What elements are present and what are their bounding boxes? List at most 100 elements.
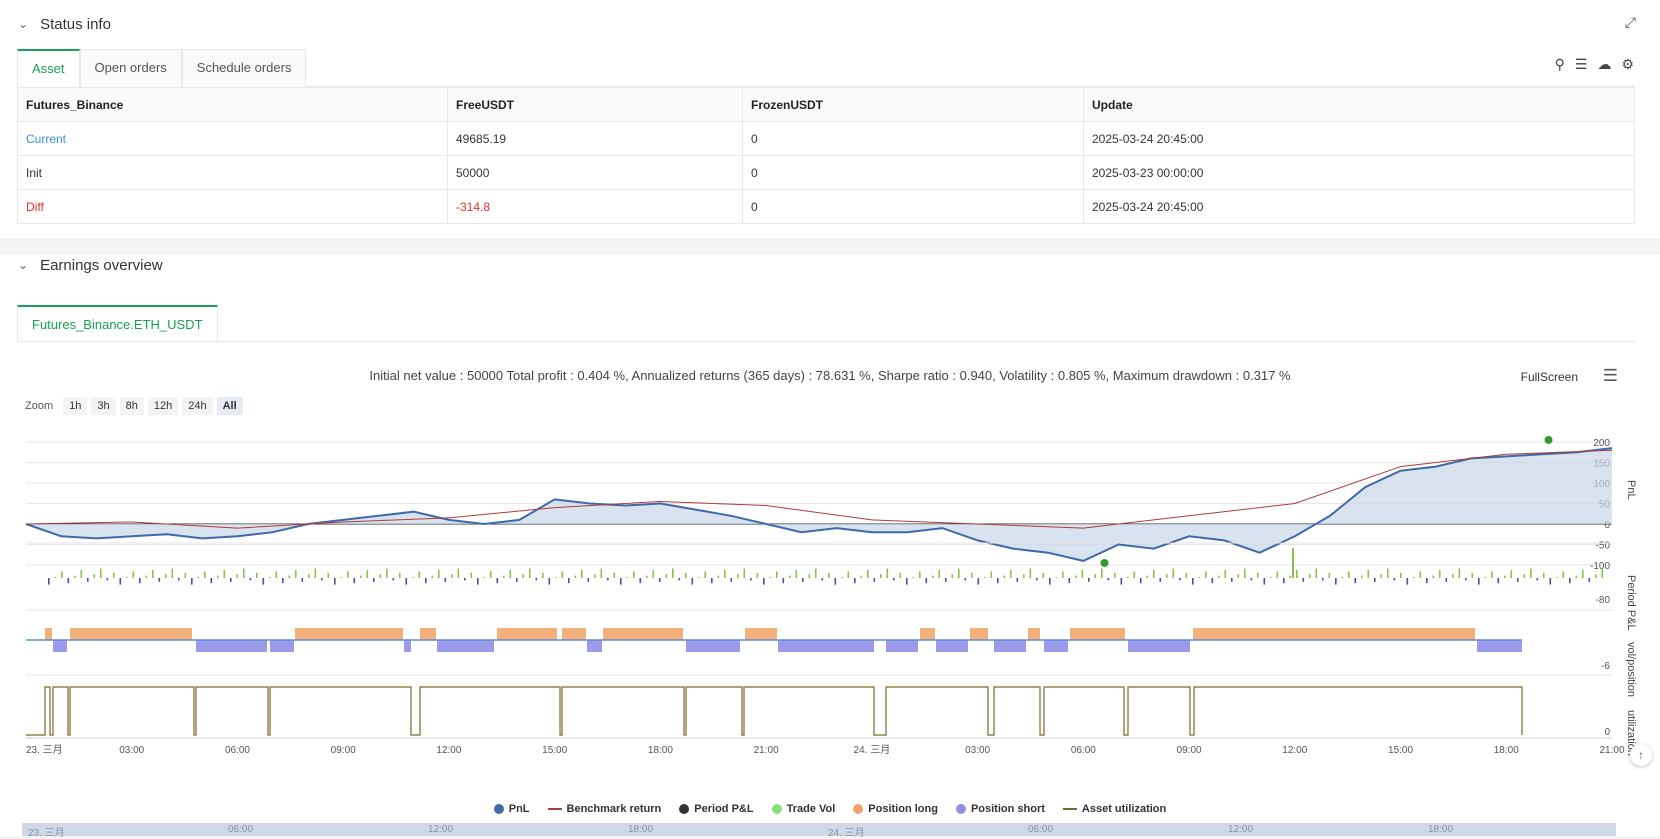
expand-icon[interactable]: ⤢ [1624,14,1636,30]
zoom-1h[interactable]: 1h [63,397,88,415]
period-bar [568,578,570,584]
period-bar [360,575,362,578]
period-bar [230,578,232,582]
period-bar [1484,577,1487,578]
position-short-block [1128,640,1190,652]
tab-open-orders[interactable]: Open orders [79,49,182,87]
col-frozen[interactable]: FrozenUSDT [742,87,1084,122]
x-tick-label: 15:00 [1388,745,1413,756]
legend-item[interactable]: Benchmark return [547,803,661,815]
zoom-3h[interactable]: 3h [91,397,116,415]
period-bar [587,578,590,582]
period-bar [581,570,583,578]
period-bar [1523,574,1526,578]
period-bar [1062,571,1064,578]
period-bar [1348,571,1350,578]
zoom-12h[interactable]: 12h [147,397,179,415]
period-bar [1510,570,1513,578]
x-tick-label: 24. 三月 [854,744,891,756]
period-bar [1387,568,1389,578]
x-tick-label: 06:00 [225,745,250,756]
period-bar [1309,574,1311,578]
list-icon[interactable]: ☰ [1574,56,1588,72]
gear-icon[interactable]: ⚙ [1621,56,1634,72]
position-long-block [1070,628,1125,640]
chart-menu-icon[interactable]: ☰ [1602,366,1618,385]
legend-marker [771,804,782,814]
period-bar [782,578,785,584]
zoom-8h[interactable]: 8h [119,397,144,415]
period-bar [594,574,596,578]
navigator-label: 12:00 [428,824,454,835]
period-bar [158,578,161,582]
period-bar [321,578,323,581]
navigator-scrollbar[interactable] [22,823,1616,836]
navigator-label: 24. 三月 [828,828,865,839]
status-info-header[interactable]: ⌄ Status info [18,14,111,34]
period-bar [392,578,395,581]
tab-asset[interactable]: Asset [17,49,80,87]
period-bar [1211,578,1214,584]
period-bar [1081,570,1084,578]
period-bar [1179,578,1181,581]
tab-schedule-orders[interactable]: Schedule orders [181,49,307,87]
y-tick-label: -100 [1590,561,1610,572]
legend-item[interactable]: PnL [493,803,530,815]
zoom-24h[interactable]: 24h [182,397,213,415]
period-bar [717,575,720,578]
chevron-down-icon[interactable]: ⌄ [18,258,29,272]
period-bar [483,577,486,578]
search-icon[interactable]: ⚲ [1554,56,1565,72]
position-short-block [1044,640,1068,652]
period-bar [1601,568,1604,578]
x-tick-label: 06:00 [1071,745,1096,756]
zoom-bar: Zoom 1h 3h 8h 12h 24h All [25,397,243,415]
tab-eth-usdt[interactable]: Futures_Binance.ETH_USDT [17,305,218,342]
col-exchange[interactable]: Futures_Binance [17,87,448,122]
period-bar [1153,570,1155,578]
zoom-all[interactable]: All [216,397,243,415]
legend-item[interactable]: Position short [955,803,1045,815]
period-bar [1452,574,1454,578]
period-bar [821,578,824,581]
period-bar [1582,570,1584,578]
earnings-header[interactable]: ⌄ Earnings overview [18,255,163,275]
col-free[interactable]: FreeUSDT [447,87,743,122]
y-tick-label: -50 [1596,541,1611,552]
legend-item[interactable]: Position long [853,803,938,815]
legend-item[interactable]: Period P&L [679,803,754,815]
period-bar [1419,571,1422,578]
cloud-download-icon[interactable]: ☁ [1597,56,1612,72]
period-bar [106,578,109,581]
period-bar [80,570,83,578]
legend-item[interactable]: Asset utilization [1062,803,1166,815]
period-bar [1029,568,1032,578]
position-long-block [920,628,935,640]
period-bar [795,570,798,578]
x-tick-label: 21:00 [754,745,779,756]
period-bar [503,575,505,578]
x-tick-label: 21:00 [1599,745,1624,756]
period-bar [1088,578,1090,582]
table-row: Current 49685.19 0 2025-03-24 20:45:00 [17,121,1635,156]
period-bar [1283,578,1285,584]
position-short-block [994,640,1026,652]
period-bar [1205,571,1207,578]
fullscreen-button[interactable]: FullScreen [1520,370,1578,384]
period-bar [958,568,960,578]
back-to-top-icon[interactable]: ↑ [1630,744,1652,766]
period-bar [1192,578,1194,585]
legend-marker [955,804,966,814]
col-update[interactable]: Update [1083,87,1635,122]
period-bar [184,572,187,578]
period-bar [1302,578,1305,582]
chevron-down-icon[interactable]: ⌄ [18,17,29,31]
period-bar [633,571,635,578]
period-bar [802,578,804,582]
row-label-current[interactable]: Current [17,121,448,156]
legend-item[interactable]: Trade Vol [771,803,835,815]
period-bar [256,572,258,578]
period-bar [743,568,746,578]
period-bar [704,571,707,578]
